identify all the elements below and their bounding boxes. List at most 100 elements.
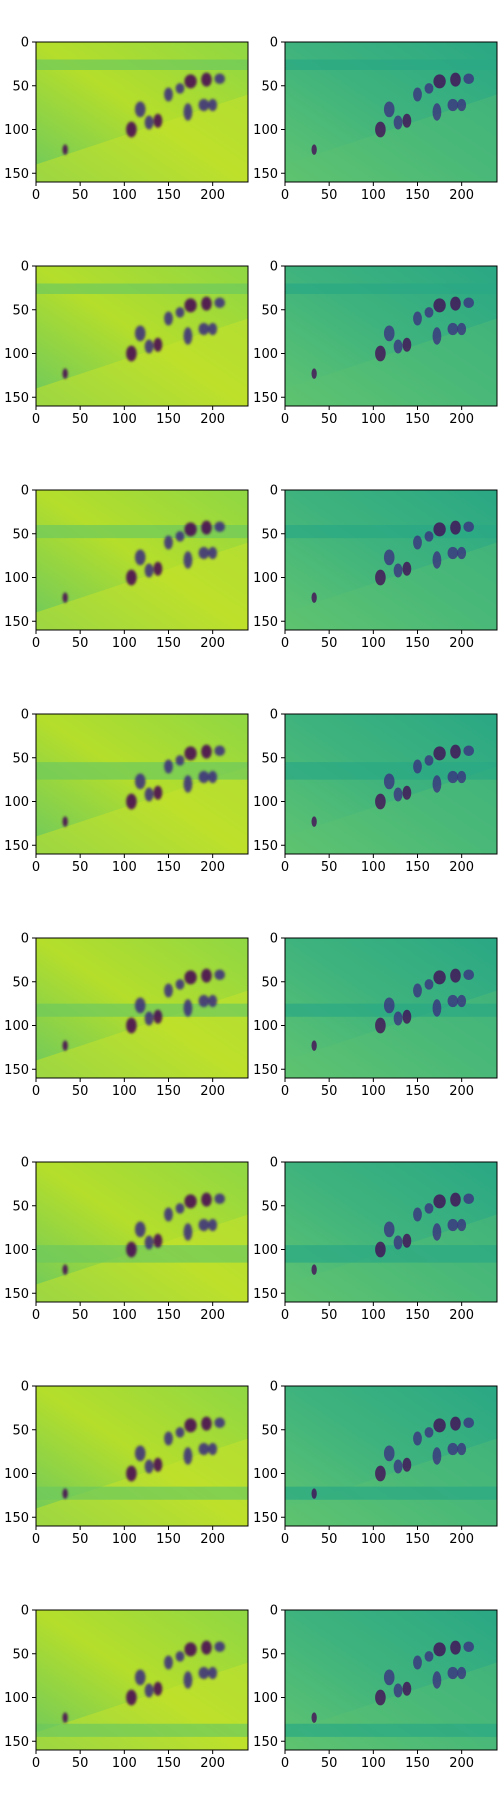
heatmap-blob: [463, 969, 475, 980]
heatmap-blob: [208, 98, 218, 112]
heatmap-blob: [450, 72, 461, 87]
heatmap-blob: [126, 121, 137, 138]
x-tick-label: 100: [112, 412, 137, 427]
heatmap-blob: [214, 73, 226, 84]
heatmap-blob: [375, 345, 386, 362]
x-tick-label: 50: [72, 1756, 89, 1771]
x-tick-label: 150: [156, 1532, 181, 1547]
x-tick-label: 0: [32, 1084, 40, 1099]
heatmap-blob: [375, 1241, 386, 1258]
heatmap-blob: [402, 1009, 412, 1024]
x-tick-label: 100: [112, 188, 137, 203]
heatmap-band: [36, 1245, 248, 1263]
heatmap-panel-r5-c1: 0 50 100 150 200 0 50 100 150: [4, 932, 249, 1099]
heatmap-panel-r8-c1: 0 50 100 150 200 0 50 100 150: [4, 1604, 249, 1771]
heatmap-blob: [413, 311, 422, 326]
y-tick-label: 0: [270, 36, 278, 51]
heatmap-blob: [62, 816, 68, 827]
axes-frame: [284, 489, 498, 631]
x-tick-label: 0: [32, 412, 40, 427]
heatmap-blob: [424, 531, 434, 542]
heatmap-blob: [164, 1431, 173, 1446]
heatmap-blob: [402, 561, 412, 576]
x-tick-label: 100: [112, 1532, 137, 1547]
heatmap-blob: [198, 1666, 210, 1680]
x-tick-label: 50: [321, 1532, 338, 1547]
heatmap-blob: [175, 1203, 185, 1214]
heatmap-blob: [198, 770, 210, 784]
y-tick-label: 150: [253, 615, 278, 630]
heatmap-panel-r2-c1: 0 50 100 150 200 0 50 100 150: [4, 260, 249, 427]
heatmap-blob: [413, 87, 422, 102]
heatmap-blob: [393, 1011, 403, 1026]
heatmap-blob: [126, 345, 137, 362]
heatmap-blob: [447, 994, 459, 1008]
heatmap-blob: [126, 569, 137, 586]
x-tick-label: 100: [361, 1308, 386, 1323]
heatmap-blob: [383, 997, 395, 1014]
x-tick-label: 50: [321, 1084, 338, 1099]
heatmap-blob-group: [311, 296, 475, 379]
heatmap-blob: [126, 793, 137, 810]
y-tick-label: 150: [4, 615, 29, 630]
y-tick-label: 50: [261, 527, 278, 542]
x-tick-label: 200: [200, 1308, 225, 1323]
x-tick-label: 100: [361, 1756, 386, 1771]
heatmap-blob: [134, 1669, 146, 1686]
heatmap-blob: [214, 297, 226, 308]
heatmap-blob: [413, 983, 422, 998]
heatmap-blob: [164, 535, 173, 550]
heatmap-blob: [183, 551, 193, 569]
y-tick-label: 0: [270, 932, 278, 947]
y-tick-label: 150: [253, 839, 278, 854]
heatmap-blob: [184, 970, 197, 985]
heatmap-band: [36, 762, 248, 780]
heatmap-blob: [393, 1235, 403, 1250]
heatmap-blob: [433, 522, 446, 537]
axes-frame: [35, 41, 249, 183]
heatmap-blob: [432, 327, 442, 345]
heatmap-blob: [198, 98, 210, 112]
y-tick-label: 150: [253, 391, 278, 406]
heatmap-blob: [433, 1194, 446, 1209]
heatmap-band: [36, 283, 248, 294]
x-tick-label: 50: [321, 188, 338, 203]
heatmap-blob: [201, 968, 212, 983]
heatmap-band: [285, 762, 497, 780]
heatmap-blob: [450, 1640, 461, 1655]
heatmap-blob: [201, 296, 212, 311]
heatmap-blob: [184, 1418, 197, 1433]
heatmap-blob: [62, 1264, 68, 1275]
x-tick-label: 150: [405, 1756, 430, 1771]
heatmap-blob: [432, 1671, 442, 1689]
heatmap-blob: [311, 1488, 317, 1499]
heatmap-blob: [463, 1193, 475, 1204]
x-tick-label: 200: [200, 412, 225, 427]
x-tick-label: 0: [281, 1756, 289, 1771]
heatmap-blob: [413, 759, 422, 774]
y-tick-label: 100: [4, 1467, 29, 1482]
heatmap-blob: [201, 520, 212, 535]
x-tick-label: 150: [156, 1308, 181, 1323]
x-tick-label: 200: [449, 1084, 474, 1099]
x-tick-label: 0: [281, 412, 289, 427]
x-tick-label: 150: [405, 412, 430, 427]
heatmap-band: [285, 1245, 497, 1263]
heatmap-blob-group: [311, 520, 475, 603]
x-tick-label: 150: [156, 636, 181, 651]
heatmap-blob: [183, 1671, 193, 1689]
heatmap-blob: [393, 115, 403, 130]
x-tick-label: 100: [112, 860, 137, 875]
y-tick-label: 100: [4, 571, 29, 586]
heatmap-blob: [450, 968, 461, 983]
heatmap-blob: [153, 1233, 163, 1248]
heatmap-blob: [214, 1641, 226, 1652]
x-tick-label: 150: [405, 1084, 430, 1099]
heatmap-blob: [457, 1218, 467, 1232]
heatmap-blob: [201, 1640, 212, 1655]
heatmap-blob: [144, 563, 154, 578]
y-tick-label: 100: [253, 347, 278, 362]
heatmap-blob: [432, 775, 442, 793]
heatmap-panel-r3-c2: 0 50 100 150 200 0 50 100 150: [253, 484, 498, 651]
y-tick-label: 100: [253, 123, 278, 138]
